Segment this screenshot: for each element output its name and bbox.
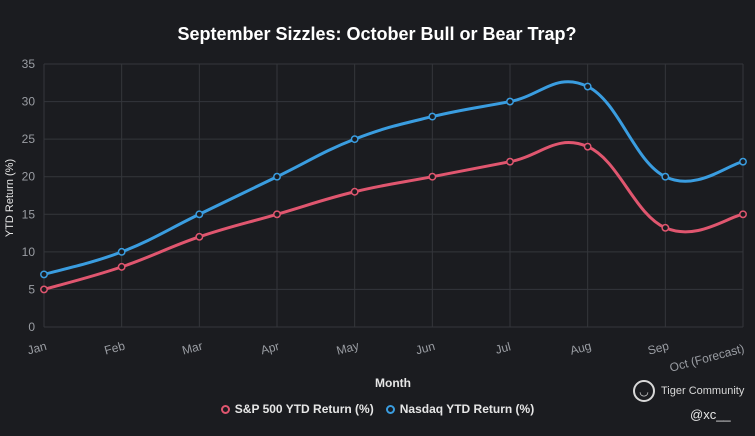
legend-swatch-sp500 bbox=[220, 404, 230, 414]
data-point-1[interactable] bbox=[583, 82, 592, 91]
x-tick-label: Mar bbox=[181, 339, 205, 358]
data-point-1[interactable] bbox=[506, 97, 514, 106]
data-point-1[interactable] bbox=[661, 172, 670, 181]
data-point-1[interactable] bbox=[273, 172, 281, 181]
legend: S&P 500 YTD Return (%) Nasdaq YTD Return… bbox=[0, 402, 755, 416]
data-point-0[interactable] bbox=[506, 157, 514, 166]
x-tick-label: Jun bbox=[414, 339, 436, 358]
x-tick-label: Oct (Forecast) bbox=[668, 341, 746, 374]
data-point-0[interactable] bbox=[350, 187, 359, 196]
x-tick-label: Sep bbox=[646, 339, 671, 358]
data-point-1[interactable] bbox=[739, 157, 747, 166]
legend-item-sp500[interactable]: S&P 500 YTD Return (%) bbox=[220, 402, 374, 416]
gridlines bbox=[43, 63, 744, 328]
x-tick-label: Aug bbox=[569, 339, 593, 358]
data-point-0[interactable] bbox=[661, 223, 670, 232]
author-handle: @xc__ bbox=[690, 407, 731, 422]
legend-label-nasdaq: Nasdaq YTD Return (%) bbox=[399, 402, 535, 416]
y-tick-label: 25 bbox=[22, 132, 36, 146]
series-group bbox=[40, 80, 747, 294]
data-point-0[interactable] bbox=[739, 210, 747, 219]
data-point-1[interactable] bbox=[117, 247, 126, 256]
data-point-0[interactable] bbox=[40, 285, 48, 294]
y-tick-label: 15 bbox=[22, 207, 36, 221]
tiger-icon: ◡ bbox=[633, 380, 655, 402]
data-point-0[interactable] bbox=[273, 210, 281, 219]
chart-title: September Sizzles: October Bull or Bear … bbox=[177, 24, 576, 44]
x-tick-label: May bbox=[335, 338, 361, 357]
legend-swatch-nasdaq bbox=[385, 404, 395, 414]
data-point-1[interactable] bbox=[350, 135, 359, 144]
data-point-1[interactable] bbox=[40, 270, 48, 279]
data-point-0[interactable] bbox=[583, 142, 592, 151]
brand-name: Tiger Community bbox=[661, 385, 745, 397]
data-point-1[interactable] bbox=[195, 210, 204, 219]
x-axis-label: Month bbox=[375, 376, 411, 390]
y-tick-label: 10 bbox=[22, 245, 36, 259]
series-line-1 bbox=[43, 80, 744, 276]
y-tick-label: 0 bbox=[28, 320, 35, 334]
y-tick-label: 5 bbox=[28, 282, 35, 296]
x-tick-label: Apr bbox=[259, 339, 281, 357]
x-tick-label: Jan bbox=[26, 339, 48, 358]
y-axis-ticks: 0 5 10 15 20 25 30 35 bbox=[22, 57, 36, 334]
x-tick-label: Feb bbox=[103, 339, 127, 358]
legend-item-nasdaq[interactable]: Nasdaq YTD Return (%) bbox=[385, 402, 535, 416]
data-point-0[interactable] bbox=[195, 232, 204, 241]
data-point-1[interactable] bbox=[428, 112, 437, 121]
x-tick-label: Jul bbox=[494, 339, 512, 356]
data-point-0[interactable] bbox=[117, 262, 126, 271]
series-line-0 bbox=[43, 141, 744, 291]
legend-label-sp500: S&P 500 YTD Return (%) bbox=[234, 402, 374, 416]
y-axis-label: YTD Return (%) bbox=[4, 159, 16, 237]
brand-watermark: ◡ Tiger Community bbox=[633, 380, 744, 402]
data-point-0[interactable] bbox=[428, 172, 437, 181]
y-tick-label: 35 bbox=[22, 57, 36, 71]
y-tick-label: 20 bbox=[22, 170, 36, 184]
y-tick-label: 30 bbox=[22, 95, 36, 109]
